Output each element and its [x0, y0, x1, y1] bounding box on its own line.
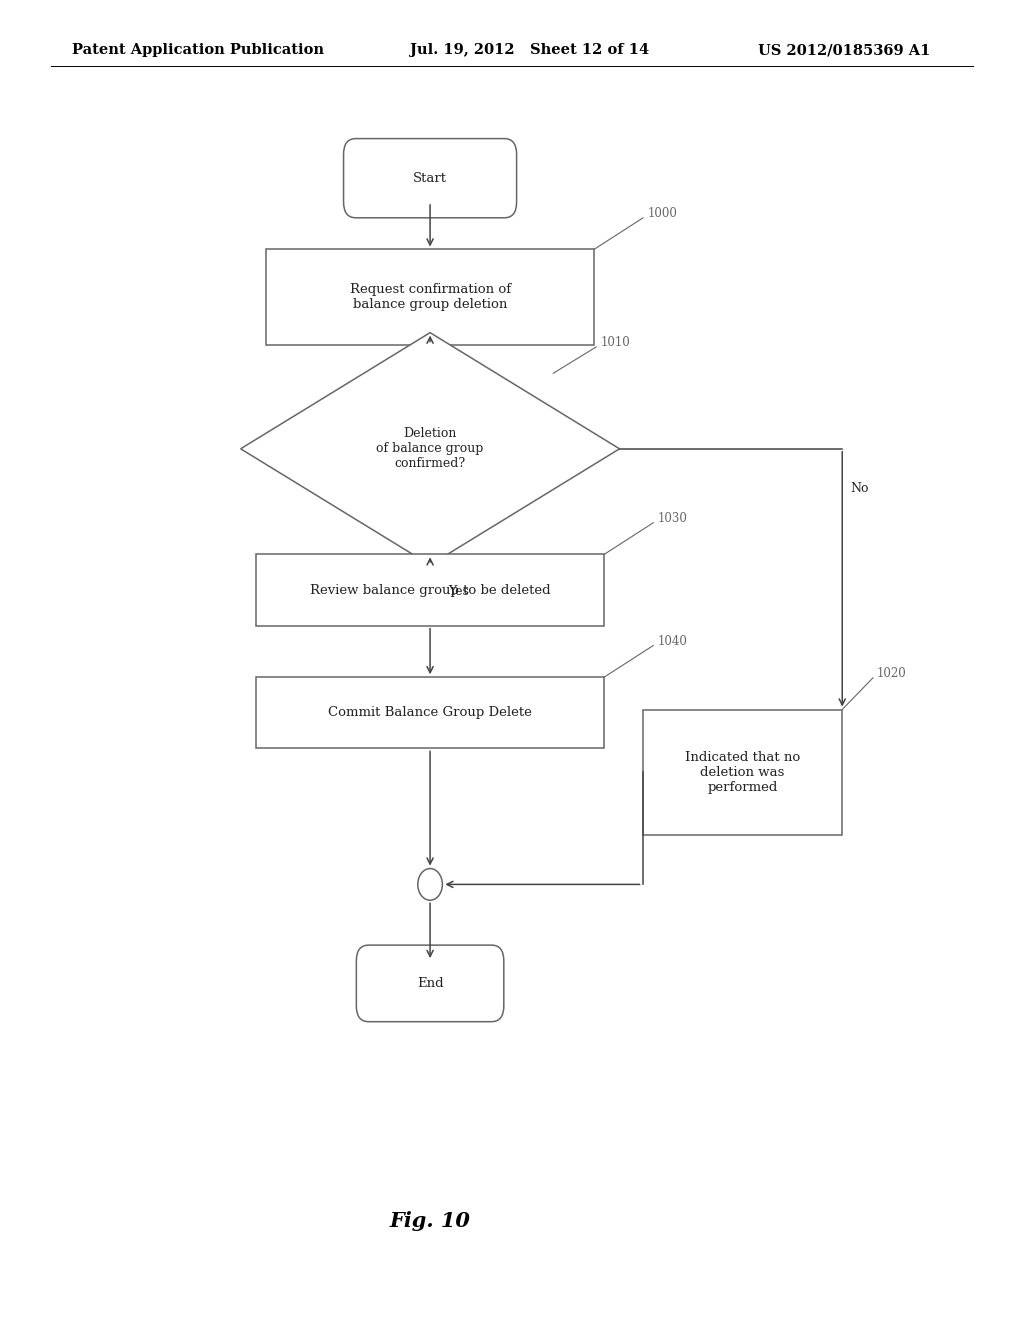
Text: Request confirmation of
balance group deletion: Request confirmation of balance group de… — [349, 282, 511, 312]
Text: End: End — [417, 977, 443, 990]
Text: Start: Start — [413, 172, 447, 185]
Text: 1040: 1040 — [657, 635, 687, 648]
FancyBboxPatch shape — [256, 554, 604, 626]
Text: No: No — [850, 482, 869, 495]
FancyBboxPatch shape — [256, 677, 604, 748]
Text: 1010: 1010 — [600, 337, 630, 350]
FancyBboxPatch shape — [266, 249, 594, 345]
Text: Review balance group to be deleted: Review balance group to be deleted — [310, 583, 550, 597]
Text: Jul. 19, 2012   Sheet 12 of 14: Jul. 19, 2012 Sheet 12 of 14 — [410, 44, 649, 57]
Text: Indicated that no
deletion was
performed: Indicated that no deletion was performed — [685, 751, 800, 793]
Polygon shape — [241, 333, 620, 565]
Text: Patent Application Publication: Patent Application Publication — [72, 44, 324, 57]
FancyBboxPatch shape — [356, 945, 504, 1022]
Text: Yes: Yes — [449, 585, 469, 598]
Text: 1020: 1020 — [877, 668, 907, 680]
FancyBboxPatch shape — [643, 710, 842, 836]
Text: 1000: 1000 — [647, 207, 677, 220]
Text: US 2012/0185369 A1: US 2012/0185369 A1 — [758, 44, 930, 57]
Text: Fig. 10: Fig. 10 — [390, 1210, 470, 1232]
Text: Deletion
of balance group
confirmed?: Deletion of balance group confirmed? — [377, 428, 483, 470]
FancyBboxPatch shape — [343, 139, 516, 218]
Text: Commit Balance Group Delete: Commit Balance Group Delete — [328, 706, 532, 719]
Text: 1030: 1030 — [657, 512, 687, 525]
Circle shape — [418, 869, 442, 900]
